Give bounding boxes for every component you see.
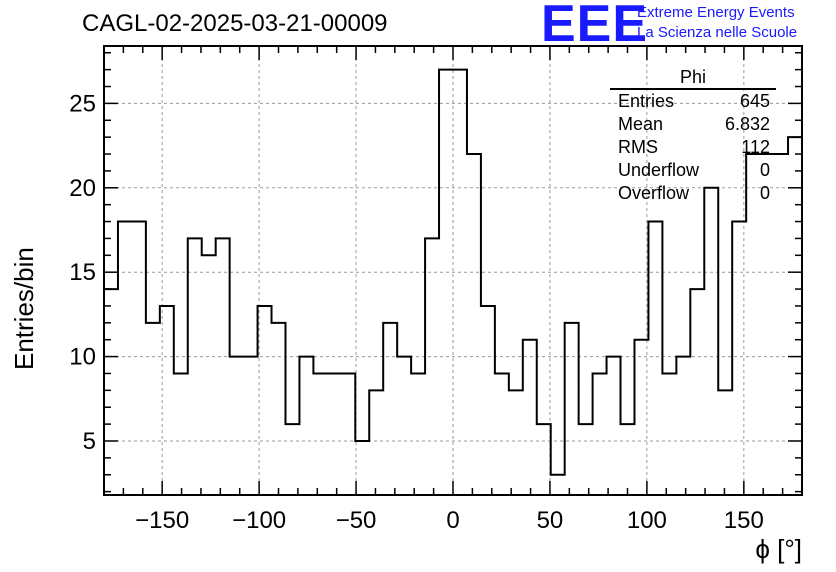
stats-label: Overflow [618,183,690,203]
stats-row: Mean 6.832 [610,113,776,136]
stats-row: Underflow 0 [610,159,776,182]
histogram-line [104,68,802,476]
axis-ticks [103,46,803,495]
y-tick-label: 5 [83,428,96,455]
stats-label: Underflow [618,160,700,180]
y-tick-label: 10 [69,344,96,371]
y-tick-label: 15 [69,259,96,286]
tick-labels: −150 −100 −50 0 50 100 150 5 10 15 20 25 [69,90,764,534]
stats-label: RMS [618,137,658,157]
x-tick-label: 100 [627,507,667,534]
x-tick-label: −150 [135,507,189,534]
x-tick-label: 50 [537,507,564,534]
stats-row: RMS 112 [610,136,776,159]
x-tick-label: −50 [336,507,377,534]
stats-row: Entries 645 [610,90,776,113]
stats-title: Phi [610,66,776,90]
logo-subtitle-1: Extreme Energy Events [637,4,795,21]
stats-row: Overflow 0 [610,182,776,205]
stats-label: Mean [618,114,664,134]
stats-value: 0 [759,183,770,203]
stats-value: 6.832 [724,114,770,134]
stats-value: 0 [759,160,770,180]
chart-title: CAGL-02-2025-03-21-00009 [82,10,388,37]
x-tick-label: 150 [724,507,764,534]
x-tick-label: −100 [232,507,286,534]
x-axis-label: ϕ [°] [755,534,802,564]
y-tick-label: 20 [69,175,96,202]
stats-value: 112 [741,137,770,157]
plot-frame [103,45,803,496]
stats-value: 645 [739,91,770,111]
eee-logo: EEE [541,0,649,53]
stats-box: Phi Entries 645 Mean 6.832 RMS 112 Under… [610,66,776,205]
logo-subtitle-2: La Scienza nelle Scuole [637,24,798,41]
y-tick-label: 25 [69,90,96,117]
stats-label: Entries [618,91,675,111]
x-tick-label: 0 [446,507,459,534]
y-axis-label: Entries/bin [9,247,39,370]
grid [104,46,802,495]
